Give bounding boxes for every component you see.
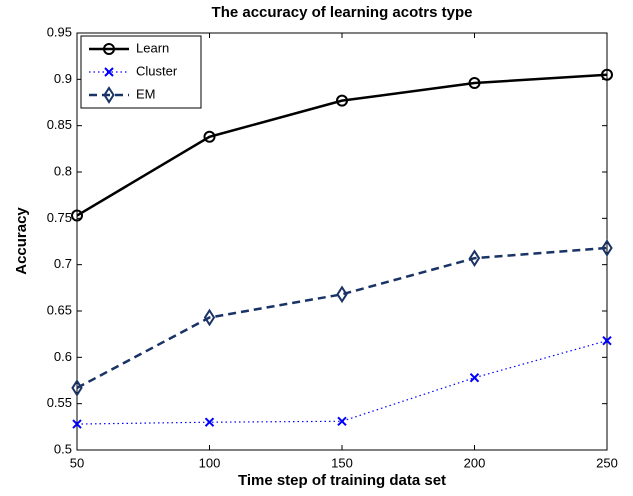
y-tick-label: 0.65 <box>47 302 72 317</box>
y-tick-label: 0.5 <box>54 441 72 456</box>
y-tick-label: 0.7 <box>54 256 72 271</box>
y-tick-label: 0.6 <box>54 349 72 364</box>
y-tick-label: 0.55 <box>47 395 72 410</box>
marker <box>468 249 481 268</box>
y-tick-label: 0.85 <box>47 117 72 132</box>
marker <box>204 417 215 427</box>
legend-label: Learn <box>136 40 169 55</box>
x-tick-label: 150 <box>331 455 353 470</box>
legend-marker <box>103 86 115 104</box>
marker <box>72 419 82 429</box>
legend-label: Cluster <box>136 63 178 78</box>
legend-label: EM <box>136 86 156 101</box>
marker <box>203 308 216 327</box>
marker <box>71 209 83 222</box>
marker <box>71 379 83 397</box>
x-tick-label: 50 <box>70 455 84 470</box>
x-tick-label: 200 <box>464 455 486 470</box>
x-tick-label: 100 <box>199 455 221 470</box>
marker <box>468 77 481 90</box>
y-tick-label: 0.9 <box>54 71 72 86</box>
marker <box>337 416 347 426</box>
marker <box>601 68 613 81</box>
series-line <box>76 340 608 425</box>
marker <box>602 335 612 346</box>
marker <box>336 285 348 304</box>
x-tick-label: 250 <box>596 455 618 470</box>
chart-title: The accuracy of learning acotrs type <box>212 4 473 21</box>
y-tick-label: 0.95 <box>47 24 72 39</box>
y-axis-label: Accuracy <box>13 207 30 275</box>
marker <box>203 130 216 143</box>
marker <box>601 239 613 257</box>
x-axis-label: Time step of training data set <box>238 472 446 489</box>
marker <box>336 94 348 107</box>
y-tick-label: 0.75 <box>47 210 72 225</box>
legend-marker <box>104 67 114 77</box>
y-tick-label: 0.8 <box>54 163 72 178</box>
series-line <box>76 73 608 217</box>
marker <box>469 373 480 383</box>
legend-marker <box>103 43 115 55</box>
